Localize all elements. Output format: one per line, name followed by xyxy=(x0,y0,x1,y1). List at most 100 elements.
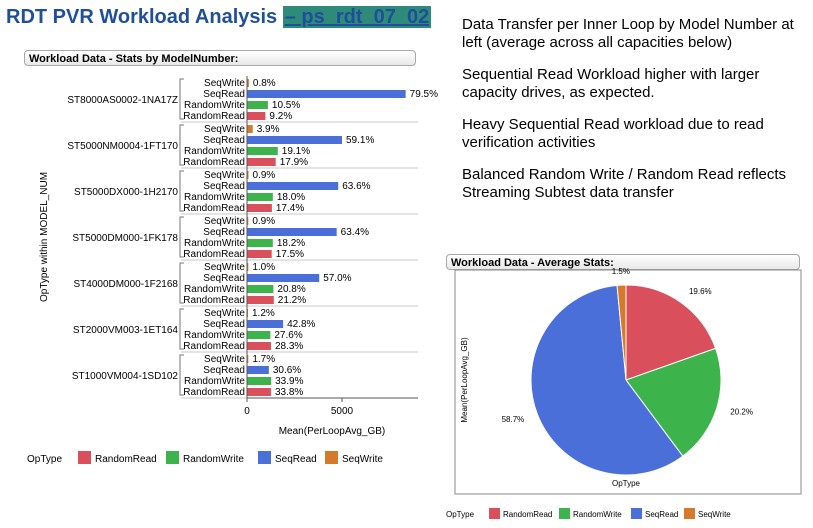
pie-y-axis-title: Mean(PerLoopAvg_GB) xyxy=(460,337,469,423)
optype-label: SeqWrite xyxy=(204,262,245,273)
group-bracket xyxy=(179,308,184,350)
bar xyxy=(247,101,268,109)
legend-label: RandomRead xyxy=(95,454,157,465)
bar-value-label: 17.4% xyxy=(276,203,304,214)
pie-legend-title: OpType xyxy=(446,510,475,519)
note-2: Sequential Read Workload higher with lar… xyxy=(462,66,760,101)
optype-label: SeqRead xyxy=(203,319,245,330)
bar-value-label: 10.5% xyxy=(272,100,300,111)
bar xyxy=(247,204,272,212)
bar-value-label: 19.1% xyxy=(282,146,310,157)
group-bracket xyxy=(179,354,184,396)
note-4: Balanced Random Write / Random Read refl… xyxy=(462,166,787,201)
optype-label: RandomWrite xyxy=(184,192,245,203)
optype-label: RandomWrite xyxy=(184,238,245,249)
pie-legend-label: RandomWrite xyxy=(573,510,622,519)
bar-value-label: 63.6% xyxy=(342,181,370,192)
x-axis-title: Mean(PerLoopAvg_GB) xyxy=(279,426,386,437)
legend-title: OpType xyxy=(27,454,62,465)
pie-x-axis-title: OpType xyxy=(612,479,641,488)
optype-label: SeqWrite xyxy=(204,354,245,365)
pie-legend-swatch xyxy=(489,508,500,519)
bar-value-label: 79.5% xyxy=(410,89,438,100)
optype-label: SeqWrite xyxy=(204,308,245,319)
legend-label: RandomWrite xyxy=(183,454,244,465)
legend-swatch xyxy=(325,451,338,464)
bar xyxy=(247,331,271,339)
optype-label: RandomWrite xyxy=(184,284,245,295)
model-label: ST5000DM000-1FK178 xyxy=(72,233,178,244)
pie-slice-label: 19.6% xyxy=(689,287,712,296)
model-label: ST5000DX000-1H2170 xyxy=(74,187,178,198)
optype-label: RandomRead xyxy=(183,295,245,306)
bar xyxy=(247,193,273,201)
pie-slice-label: 1.5% xyxy=(612,267,630,276)
bar-value-label: 33.9% xyxy=(275,376,303,387)
notes-panel: Data Transfer per Inner Loop by Model Nu… xyxy=(462,16,802,216)
legend-label: SeqRead xyxy=(275,454,317,465)
bar xyxy=(247,90,406,98)
y-axis-title: OpType within MODEL_NUM xyxy=(39,172,50,302)
bar xyxy=(247,125,253,133)
pie-slice xyxy=(616,284,627,381)
bar-value-label: 1.0% xyxy=(252,262,275,273)
bar-value-label: 3.9% xyxy=(257,124,280,135)
optype-label: SeqRead xyxy=(203,365,245,376)
pie-chart: 19.6% 20.2% 58.7% 1.5% Mean(PerLoopAvg_GB) Op… xyxy=(446,267,802,519)
bar-value-label: 20.8% xyxy=(277,284,305,295)
bar-value-label: 30.6% xyxy=(273,365,301,376)
pie-legend-swatch xyxy=(684,508,695,519)
pie-legend-swatch xyxy=(631,508,642,519)
bar xyxy=(247,274,320,282)
bar xyxy=(247,79,249,87)
bar-panel-header: Workload Data - Stats by ModelNumber: xyxy=(24,50,416,66)
optype-label: RandomRead xyxy=(183,387,245,398)
bar-value-label: 63.4% xyxy=(341,227,369,238)
bar-value-label: 17.9% xyxy=(280,157,308,168)
optype-label: RandomWrite xyxy=(184,376,245,387)
legend-swatch xyxy=(78,451,91,464)
bar xyxy=(247,296,274,304)
group-bracket xyxy=(179,170,184,212)
bar xyxy=(247,342,271,350)
bar xyxy=(247,171,249,179)
pie-slice-label: 58.7% xyxy=(502,415,525,424)
bar xyxy=(247,158,276,166)
bar xyxy=(247,388,271,396)
pie-slice xyxy=(625,347,722,457)
x-tick-label: 0 xyxy=(244,406,250,417)
optype-label: RandomWrite xyxy=(184,146,245,157)
bar-value-label: 18.2% xyxy=(277,238,305,249)
optype-label: RandomRead xyxy=(183,157,245,168)
bar xyxy=(247,263,249,271)
bar xyxy=(247,250,272,258)
bar-value-label: 21.2% xyxy=(278,295,306,306)
title-suffix-link[interactable]: – ps_rdt_07_02 xyxy=(282,6,432,28)
optype-label: SeqRead xyxy=(203,273,245,284)
group-bracket xyxy=(179,262,184,304)
model-label: ST4000DM000-1F2168 xyxy=(73,279,178,290)
bar-chart: ST8000AS0002-1NA17Z SeqWrite 0.8% SeqRead 79… xyxy=(27,76,438,465)
note-1: Data Transfer per Inner Loop by Model Nu… xyxy=(462,16,794,51)
model-label: ST1000VM004-1SD102 xyxy=(72,371,179,382)
optype-label: RandomRead xyxy=(183,249,245,260)
pie-legend-label: SeqRead xyxy=(645,510,678,519)
bar xyxy=(247,217,249,225)
bar-value-label: 0.9% xyxy=(252,216,275,227)
legend-swatch xyxy=(258,451,271,464)
optype-label: SeqRead xyxy=(203,227,245,238)
bar-value-label: 9.2% xyxy=(269,111,292,122)
bar xyxy=(247,228,337,236)
bar xyxy=(247,112,266,120)
bar-value-label: 0.9% xyxy=(253,170,276,181)
bar-value-label: 33.8% xyxy=(275,387,303,398)
page-title: RDT PVR Workload Analysis – ps_rdt_07_02 xyxy=(6,6,432,29)
optype-label: SeqWrite xyxy=(204,124,245,135)
bar xyxy=(247,355,249,363)
optype-label: SeqWrite xyxy=(204,170,245,181)
bar-value-label: 42.8% xyxy=(287,319,315,330)
bar-value-label: 59.1% xyxy=(346,135,374,146)
group-bracket xyxy=(179,216,184,258)
pie-slice xyxy=(530,284,684,476)
bar-value-label: 0.8% xyxy=(253,78,276,89)
